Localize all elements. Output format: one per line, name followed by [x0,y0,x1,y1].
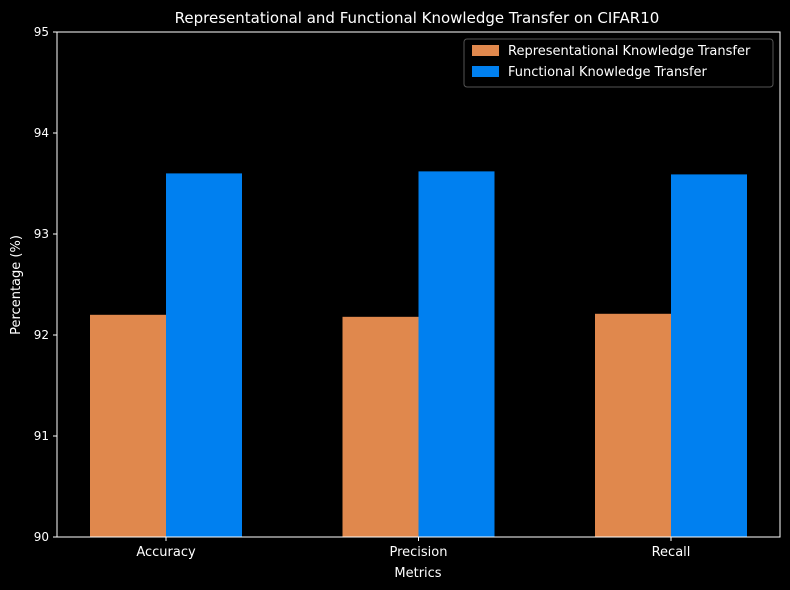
chart-title: Representational and Functional Knowledg… [175,9,660,27]
bar-representational-recall [595,313,671,537]
y-tick-label: 95 [34,25,49,39]
bar-representational-precision [342,316,419,537]
x-tick-label: Precision [389,545,447,560]
legend: Representational Knowledge Transfer Funct… [463,38,774,88]
y-axis-label: Percentage (%) [9,235,24,335]
legend-label: Representational Knowledge Transfer [508,44,751,59]
bar-functional-recall [671,174,747,537]
x-tick-label: Accuracy [136,545,196,560]
y-tick-label: 94 [34,126,49,140]
bar-functional-accuracy [166,173,242,537]
x-axis-label: Metrics [394,566,441,581]
y-tick-label: 91 [34,429,49,443]
legend-box [463,38,774,88]
legend-swatch [472,66,499,77]
y-tick-label: 90 [34,530,49,544]
y-tick-label: 93 [34,227,49,241]
y-tick-label: 92 [34,328,49,342]
bar-functional-precision [418,171,495,537]
x-tick-label: Recall [652,545,691,560]
legend-label: Functional Knowledge Transfer [508,65,708,80]
bar-representational-accuracy [90,314,166,537]
bars-layer [90,171,747,537]
legend-swatch [472,45,499,56]
axes-layer: 90 91 92 93 94 95 Accuracy Precision Recall [34,25,781,560]
